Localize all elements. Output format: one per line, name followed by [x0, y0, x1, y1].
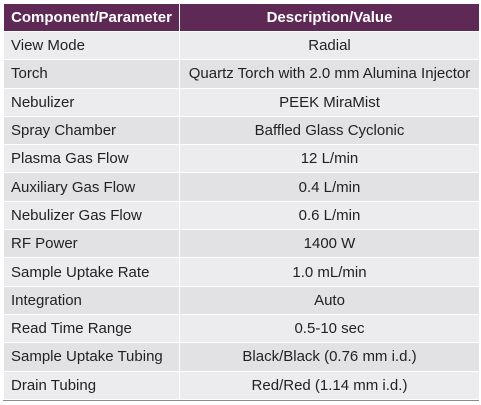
row-value: 1.0 mL/min [179, 257, 480, 287]
row-value: Auto [179, 285, 480, 315]
row-value: Red/Red (1.14 mm i.d.) [179, 370, 480, 400]
row-value: Radial [179, 30, 480, 61]
row-parameter: Auxiliary Gas Flow [3, 172, 180, 202]
table-row: Spray Chamber Baffled Glass Cyclonic [3, 115, 480, 146]
table-row: Read Time Range 0.5-10 sec [3, 313, 480, 344]
row-parameter: View Mode [3, 30, 180, 61]
row-parameter: Sample Uptake Tubing [3, 342, 180, 372]
row-value: 0.6 L/min [179, 200, 480, 231]
table-row: Integration Auto [3, 285, 480, 315]
row-value: Baffled Glass Cyclonic [179, 115, 480, 146]
row-parameter: Torch [3, 59, 180, 89]
table-row: Auxiliary Gas Flow 0.4 L/min [3, 172, 480, 202]
row-value: Quartz Torch with 2.0 mm Alumina Injecto… [179, 59, 480, 89]
row-parameter: Drain Tubing [3, 370, 180, 400]
row-parameter: RF Power [3, 229, 180, 259]
table-header: Component/Parameter Description/Value [3, 3, 480, 32]
parameters-table: Component/Parameter Description/Value Vi… [3, 3, 480, 400]
table-row: Nebulizer Gas Flow 0.6 L/min [3, 200, 480, 231]
row-parameter: Spray Chamber [3, 115, 180, 146]
table-row: Torch Quartz Torch with 2.0 mm Alumina I… [3, 59, 480, 89]
parameters-table-container: Component/Parameter Description/Value Vi… [3, 3, 480, 401]
table-row: Nebulizer PEEK MiraMist [3, 87, 480, 117]
table-row: RF Power 1400 W [3, 229, 480, 259]
table-bottom-rule [3, 399, 479, 401]
header-component-parameter: Component/Parameter [3, 3, 180, 32]
header-row: Component/Parameter Description/Value [3, 3, 480, 32]
row-value: 12 L/min [179, 144, 480, 174]
row-parameter: Read Time Range [3, 313, 180, 344]
row-value: 0.4 L/min [179, 172, 480, 202]
row-value: PEEK MiraMist [179, 87, 480, 117]
row-parameter: Integration [3, 285, 180, 315]
table-row: Sample Uptake Rate 1.0 mL/min [3, 257, 480, 287]
table-row: Sample Uptake Tubing Black/Black (0.76 m… [3, 342, 480, 372]
header-description-value: Description/Value [179, 3, 480, 32]
table-row: View Mode Radial [3, 30, 480, 61]
row-parameter: Sample Uptake Rate [3, 257, 180, 287]
row-parameter: Nebulizer [3, 87, 180, 117]
row-value: 1400 W [179, 229, 480, 259]
row-parameter: Nebulizer Gas Flow [3, 200, 180, 231]
row-value: 0.5-10 sec [179, 313, 480, 344]
row-parameter: Plasma Gas Flow [3, 144, 180, 174]
table-body: View Mode Radial Torch Quartz Torch with… [3, 30, 480, 400]
table-row: Plasma Gas Flow 12 L/min [3, 144, 480, 174]
table-row: Drain Tubing Red/Red (1.14 mm i.d.) [3, 370, 480, 400]
row-value: Black/Black (0.76 mm i.d.) [179, 342, 480, 372]
